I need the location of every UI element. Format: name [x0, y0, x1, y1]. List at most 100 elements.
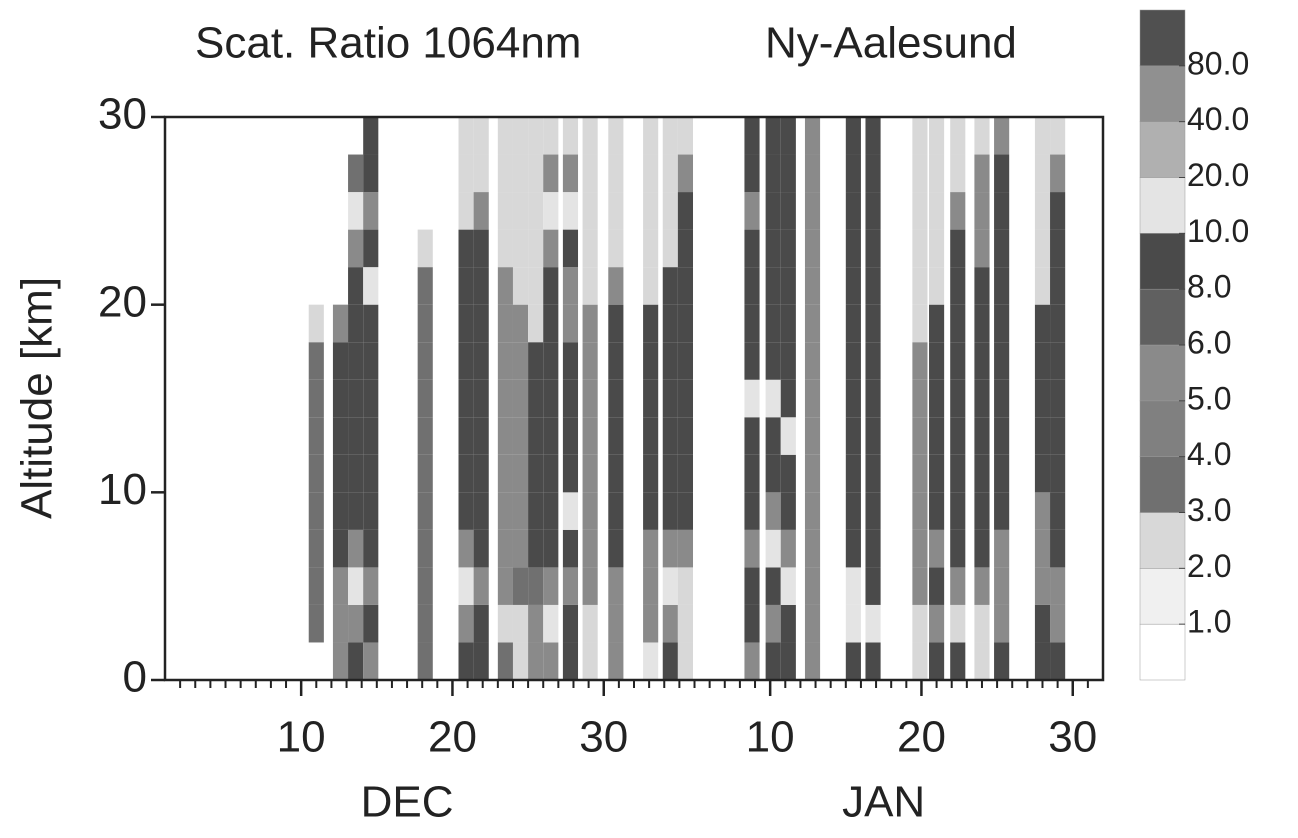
heatmap-cell — [497, 117, 513, 155]
heatmap-cell — [929, 154, 945, 193]
heatmap-cell — [363, 117, 379, 155]
heatmap-cell — [528, 417, 544, 455]
heatmap-cell — [912, 492, 928, 530]
heatmap-cell — [497, 304, 513, 343]
heatmap-cell — [543, 154, 559, 193]
heatmap-cell — [348, 642, 364, 680]
heatmap-cell — [363, 642, 379, 680]
heatmap-cell — [950, 454, 966, 493]
heatmap-cell — [780, 117, 796, 155]
heatmap-cell — [363, 529, 379, 568]
heatmap-cell — [512, 604, 529, 643]
heatmap-cell — [348, 267, 364, 305]
heatmap-cell — [950, 417, 966, 455]
heatmap-cell — [1050, 454, 1066, 493]
heatmap-cell — [765, 529, 781, 568]
heatmap-cell — [929, 417, 945, 455]
heatmap-cell — [528, 379, 544, 418]
heatmap-cell — [528, 642, 544, 680]
heatmap-cell — [582, 342, 598, 380]
heatmap-cell — [974, 154, 990, 193]
heatmap-cell — [974, 342, 990, 380]
heatmap-cell — [744, 342, 760, 380]
heatmap-cell — [765, 492, 781, 530]
heatmap-cell — [512, 417, 529, 455]
heatmap-cell — [332, 529, 349, 568]
heatmap-cell — [473, 117, 489, 155]
heatmap-cell — [804, 117, 821, 155]
heatmap-cell — [865, 604, 881, 643]
heatmap-cell — [332, 567, 349, 605]
heatmap-cell — [780, 492, 796, 530]
heatmap-cell — [677, 529, 694, 568]
heatmap-cell — [512, 379, 529, 418]
colorbar-band — [1139, 65, 1186, 122]
heatmap-cell — [804, 492, 821, 530]
heatmap-cell — [677, 642, 694, 680]
heatmap-cell — [497, 492, 513, 530]
heatmap-cell — [780, 642, 796, 680]
heatmap-cell — [950, 379, 966, 418]
colorbar-label: 10.0 — [1187, 213, 1249, 249]
heatmap-cell — [582, 304, 598, 343]
heatmap-cell — [608, 304, 624, 343]
heatmap-cell — [308, 454, 324, 493]
heatmap-cell — [643, 117, 659, 155]
colorbar-label: 3.0 — [1187, 492, 1231, 528]
heatmap-cell — [582, 567, 598, 605]
heatmap-cell — [865, 304, 881, 343]
x-tick-label: 30 — [1048, 713, 1097, 762]
heatmap-cell — [308, 492, 324, 530]
heatmap-cell — [363, 192, 379, 230]
heatmap-cell — [804, 454, 821, 493]
heatmap-cell — [765, 567, 781, 605]
heatmap-cell — [363, 379, 379, 418]
heatmap-cell — [994, 492, 1010, 530]
colorbar-band — [1139, 512, 1186, 569]
heatmap-cell — [363, 229, 379, 268]
heatmap-cell — [363, 342, 379, 380]
heatmap-cell — [744, 267, 760, 305]
heatmap-cell — [643, 417, 659, 455]
chart-subtitle: Ny-Aalesund — [765, 19, 1017, 68]
heatmap-cell — [308, 604, 324, 643]
heatmap-cell — [608, 417, 624, 455]
heatmap-cell — [950, 154, 966, 193]
heatmap-cell — [804, 379, 821, 418]
heatmap-cell — [608, 604, 624, 643]
heatmap-cell — [845, 229, 861, 268]
heatmap-cell — [562, 379, 579, 418]
heatmap-cell — [1034, 117, 1051, 155]
heatmap-cell — [677, 304, 694, 343]
heatmap-cell — [363, 454, 379, 493]
heatmap-cell — [543, 454, 559, 493]
heatmap-cell — [950, 342, 966, 380]
heatmap-cell — [912, 192, 928, 230]
colorbar-label: 2.0 — [1187, 548, 1231, 584]
heatmap-cell — [950, 642, 966, 680]
heatmap-cell — [582, 642, 598, 680]
heatmap-cell — [528, 229, 544, 268]
heatmap-cell — [417, 304, 433, 343]
heatmap-cell — [1050, 154, 1066, 193]
heatmap-cell — [912, 154, 928, 193]
heatmap-cell — [677, 192, 694, 230]
heatmap-cell — [845, 154, 861, 193]
heatmap-cell — [562, 454, 579, 493]
heatmap-cell — [780, 417, 796, 455]
heatmap-cell — [912, 642, 928, 680]
heatmap-cell — [473, 492, 489, 530]
colorbar-label: 40.0 — [1187, 101, 1249, 137]
heatmap-cell — [865, 154, 881, 193]
heatmap-cell — [845, 492, 861, 530]
heatmap-cell — [543, 604, 559, 643]
heatmap-cell — [929, 379, 945, 418]
heatmap-cell — [608, 642, 624, 680]
heatmap-cell — [348, 529, 364, 568]
heatmap-cell — [912, 454, 928, 493]
heatmap-cell — [845, 454, 861, 493]
heatmap-cell — [677, 229, 694, 268]
heatmap-cell — [974, 379, 990, 418]
heatmap-cell — [582, 229, 598, 268]
heatmap-cell — [562, 304, 579, 343]
